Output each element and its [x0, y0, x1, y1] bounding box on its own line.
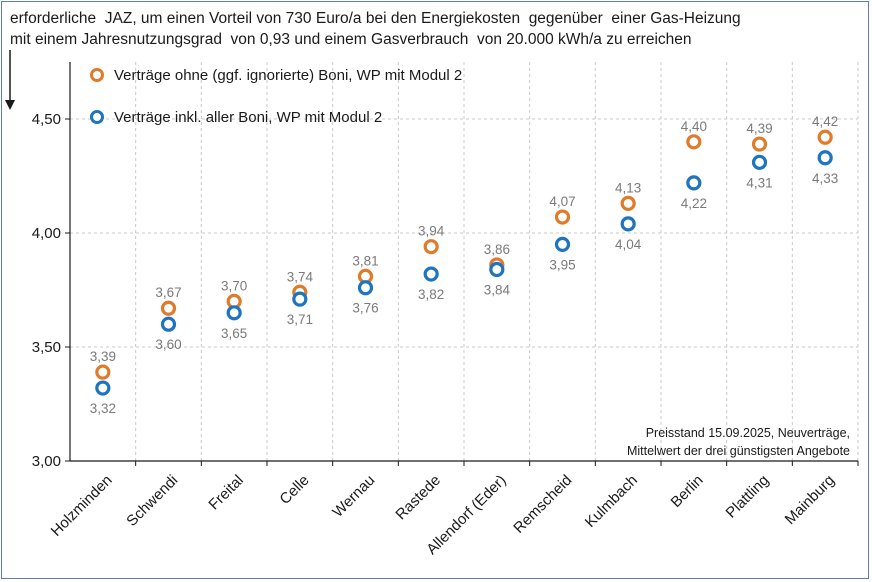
title-line-1: erforderliche JAZ, um einen Vorteil von … [10, 10, 741, 27]
x-category-label: Mainburg [782, 472, 838, 528]
marker-ohne-boni [817, 129, 833, 145]
data-label-inkl-boni: 3,65 [221, 326, 247, 341]
data-label-inkl-boni: 3,95 [549, 257, 575, 272]
marker-ohne-boni [95, 364, 111, 380]
marker-inkl-boni [751, 154, 768, 170]
legend-label-inkl-boni: Verträge inkl. aller Boni, WP mit Modul … [114, 109, 382, 126]
data-label-inkl-boni: 3,71 [287, 312, 313, 327]
marker-ohne-boni [160, 300, 177, 316]
data-label-ohne-boni: 3,86 [484, 242, 510, 257]
data-label-inkl-boni: 4,22 [681, 196, 707, 211]
marker-inkl-boni [357, 280, 374, 296]
note-line-1: Preisstand 15.09.2025, Neuverträge, [646, 426, 850, 440]
marker-inkl-boni [226, 305, 242, 321]
x-category-label: Celle [276, 472, 312, 508]
data-label-ohne-boni: 4,42 [812, 114, 838, 129]
chart-title: erforderliche JAZ, um einen Vorteil von … [10, 8, 741, 50]
data-label-inkl-boni: 4,33 [812, 171, 838, 186]
x-category-label: Schwendi [123, 472, 181, 530]
marker-ohne-boni [686, 134, 702, 150]
marker-inkl-boni [489, 261, 505, 278]
data-label-inkl-boni: 3,82 [418, 287, 444, 302]
title-line-2: mit einem Jahresnutzungsgrad von 0,93 un… [10, 31, 692, 48]
x-category-label: Wernau [329, 472, 378, 521]
x-category-label: Freital [205, 472, 246, 513]
note-line-2: Mittelwert der drei günstigsten Angebote [627, 444, 850, 458]
legend-marker-ohne-boni [90, 68, 104, 82]
data-label-inkl-boni: 3,32 [90, 401, 116, 416]
x-category-label: Rastede [392, 472, 444, 524]
marker-ohne-boni [620, 195, 636, 211]
marker-inkl-boni [292, 291, 308, 307]
marker-inkl-boni [817, 150, 833, 166]
x-category-label: Remscheid [510, 472, 575, 537]
data-label-ohne-boni: 3,67 [155, 285, 181, 300]
data-label-ohne-boni: 3,94 [418, 224, 445, 239]
arrow-down-icon [5, 100, 15, 110]
data-label-inkl-boni: 4,31 [746, 175, 772, 190]
marker-inkl-boni [95, 380, 111, 396]
legend-label-ohne-boni: Verträge ohne (ggf. ignorierte) Boni, WP… [114, 67, 462, 84]
data-label-inkl-boni: 3,60 [155, 337, 181, 352]
data-label-ohne-boni: 3,81 [352, 253, 378, 268]
legend-marker-inkl-boni [90, 110, 104, 124]
marker-ohne-boni [751, 136, 768, 152]
data-label-ohne-boni: 3,70 [221, 278, 247, 293]
marker-ohne-boni [423, 239, 439, 255]
y-tick-label: 4,00 [32, 225, 61, 242]
data-label-ohne-boni: 4,07 [549, 194, 575, 209]
y-tick-label: 4,50 [32, 111, 61, 128]
x-category-label: Kulmbach [582, 472, 641, 531]
x-category-label: Berlin [668, 472, 707, 511]
marker-inkl-boni [423, 266, 439, 282]
data-label-ohne-boni: 3,74 [287, 269, 314, 284]
data-label-ohne-boni: 4,39 [746, 121, 772, 136]
marker-inkl-boni [554, 236, 571, 252]
data-label-inkl-boni: 3,76 [352, 301, 378, 316]
y-tick-label: 3,50 [32, 339, 61, 356]
marker-inkl-boni [160, 316, 177, 332]
marker-inkl-boni [686, 175, 702, 191]
data-label-inkl-boni: 4,04 [615, 237, 642, 252]
x-category-label: Holzminden [48, 472, 116, 540]
x-category-label: Plattling [723, 472, 773, 522]
data-label-inkl-boni: 3,84 [484, 282, 511, 297]
data-label-ohne-boni: 3,39 [90, 349, 116, 364]
data-label-ohne-boni: 4,13 [615, 180, 641, 195]
data-label-ohne-boni: 4,40 [681, 119, 707, 134]
marker-inkl-boni [620, 216, 636, 232]
y-tick-label: 3,00 [32, 453, 61, 470]
marker-ohne-boni [554, 209, 571, 225]
